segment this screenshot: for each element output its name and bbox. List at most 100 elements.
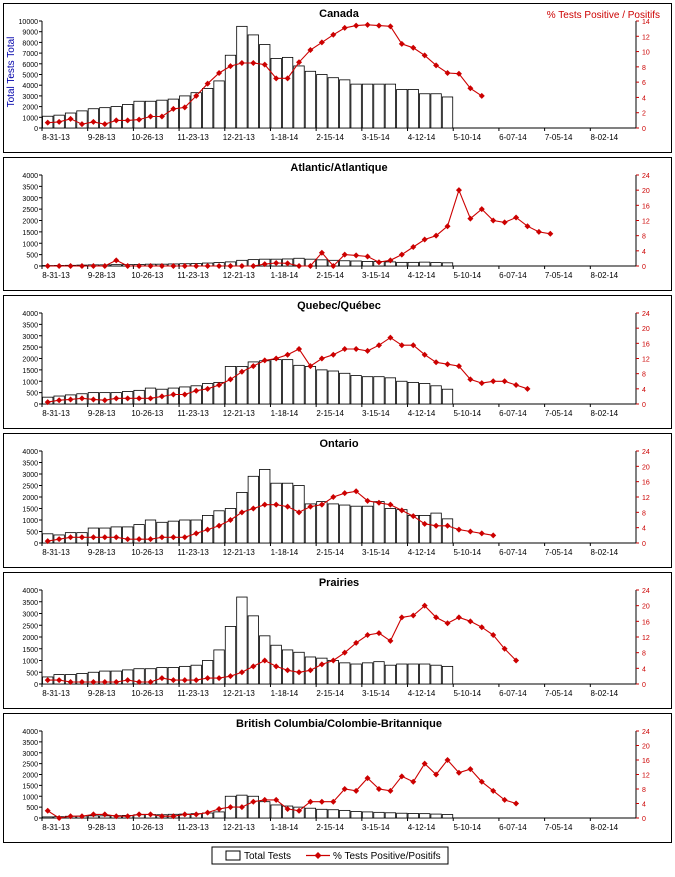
x-tick-label: 8-02-14 <box>591 823 619 832</box>
point-percent-positive <box>45 263 51 269</box>
point-percent-positive <box>330 494 336 500</box>
y-right-tick-label: 4 <box>642 802 646 809</box>
point-percent-positive <box>353 252 359 258</box>
bar-total-tests <box>442 389 452 404</box>
y-left-tick-label: 5000 <box>22 73 38 80</box>
y-left-tick-label: 2500 <box>22 762 38 769</box>
x-tick-label: 8-02-14 <box>591 548 619 557</box>
x-tick-label: 1-18-14 <box>271 823 299 832</box>
y-left-tick-label: 0 <box>34 126 38 133</box>
bar-total-tests <box>419 262 429 266</box>
bar-total-tests <box>248 616 258 684</box>
y-right-tick-label: 20 <box>642 188 650 195</box>
point-percent-positive <box>456 614 462 620</box>
bar-total-tests <box>282 360 292 404</box>
point-percent-positive <box>399 614 405 620</box>
bar-total-tests <box>397 664 407 684</box>
y-left-tick-label: 0 <box>34 682 38 689</box>
y-right-tick-label: 16 <box>642 341 650 348</box>
y-left-tick-label: 4000 <box>22 729 38 736</box>
point-percent-positive <box>433 359 439 365</box>
bar-total-tests <box>362 261 372 266</box>
y-right-tick-label: 12 <box>642 773 650 780</box>
x-tick-label: 1-18-14 <box>271 409 299 418</box>
bar-total-tests <box>442 519 452 543</box>
bar-total-tests <box>282 483 292 543</box>
bar-total-tests <box>340 261 350 266</box>
y-right-tick-label: 16 <box>642 758 650 765</box>
bar-total-tests <box>271 360 281 404</box>
bar-total-tests <box>442 97 452 128</box>
x-tick-label: 3-15-14 <box>362 271 390 280</box>
y-left-tick-label: 3500 <box>22 740 38 747</box>
point-percent-positive <box>456 527 462 533</box>
x-tick-label: 12-21-13 <box>223 689 256 698</box>
x-tick-label: 4-12-14 <box>408 133 436 142</box>
bar-total-tests <box>408 262 418 266</box>
bar-total-tests <box>294 66 304 128</box>
bar-total-tests <box>408 813 418 818</box>
x-tick-label: 10-26-13 <box>131 689 164 698</box>
y-right-tick-label: 20 <box>642 326 650 333</box>
x-tick-label: 10-26-13 <box>131 409 164 418</box>
y-right-tick-label: 0 <box>642 541 646 548</box>
point-percent-positive <box>342 25 348 31</box>
x-tick-label: 8-31-13 <box>42 271 70 280</box>
x-tick-label: 8-31-13 <box>42 548 70 557</box>
point-percent-positive <box>502 219 508 225</box>
x-tick-label: 9-28-13 <box>88 689 116 698</box>
x-tick-label: 5-10-14 <box>453 133 481 142</box>
y-right-tick-label: 10 <box>642 50 650 57</box>
y-right-tick-label: 12 <box>642 635 650 642</box>
y-left-tick-label: 3000 <box>22 472 38 479</box>
x-tick-label: 3-15-14 <box>362 823 390 832</box>
y-left-tick-label: 3000 <box>22 94 38 101</box>
point-percent-positive <box>513 801 519 807</box>
bar-total-tests <box>214 81 224 128</box>
bar-total-tests <box>340 810 350 818</box>
x-tick-label: 1-18-14 <box>271 133 299 142</box>
x-tick-label: 8-02-14 <box>591 271 619 280</box>
y-left-tick-label: 4000 <box>22 588 38 595</box>
bar-total-tests <box>305 71 315 128</box>
x-tick-label: 6-07-14 <box>499 548 527 557</box>
point-percent-positive <box>456 187 462 193</box>
bar-total-tests <box>351 261 361 266</box>
x-tick-label: 10-26-13 <box>131 823 164 832</box>
y-left-tick-label: 7000 <box>22 51 38 58</box>
point-percent-positive <box>410 779 416 785</box>
x-tick-label: 6-07-14 <box>499 823 527 832</box>
bar-total-tests <box>374 84 384 128</box>
bar-total-tests <box>237 492 247 543</box>
bar-total-tests <box>260 361 270 404</box>
point-percent-positive <box>422 236 428 242</box>
point-percent-positive <box>445 620 451 626</box>
bar-total-tests <box>419 384 429 404</box>
point-percent-positive <box>387 23 393 29</box>
point-percent-positive <box>319 356 325 362</box>
bar-total-tests <box>305 504 315 543</box>
point-percent-positive <box>536 229 542 235</box>
x-tick-label: 9-28-13 <box>88 133 116 142</box>
x-tick-label: 2-15-14 <box>316 271 344 280</box>
y-left-tick-label: 3000 <box>22 196 38 203</box>
y-left-tick-label: 1500 <box>22 368 38 375</box>
line-percent-positive <box>48 760 516 818</box>
bar-total-tests <box>328 371 338 404</box>
x-tick-label: 12-21-13 <box>223 823 256 832</box>
y-right-tick-label: 8 <box>642 510 646 517</box>
x-tick-label: 10-26-13 <box>131 548 164 557</box>
bar-total-tests <box>385 509 395 544</box>
y-left-tick-label: 4000 <box>22 83 38 90</box>
point-percent-positive <box>319 799 325 805</box>
bar-total-tests <box>305 366 315 404</box>
x-tick-label: 5-10-14 <box>453 689 481 698</box>
y-left-tick-label: 0 <box>34 402 38 409</box>
y-right-tick-label: 4 <box>642 249 646 256</box>
bar-total-tests <box>294 365 304 404</box>
x-tick-label: 3-15-14 <box>362 689 390 698</box>
y-left-tick-label: 0 <box>34 541 38 548</box>
bar-total-tests <box>351 664 361 684</box>
